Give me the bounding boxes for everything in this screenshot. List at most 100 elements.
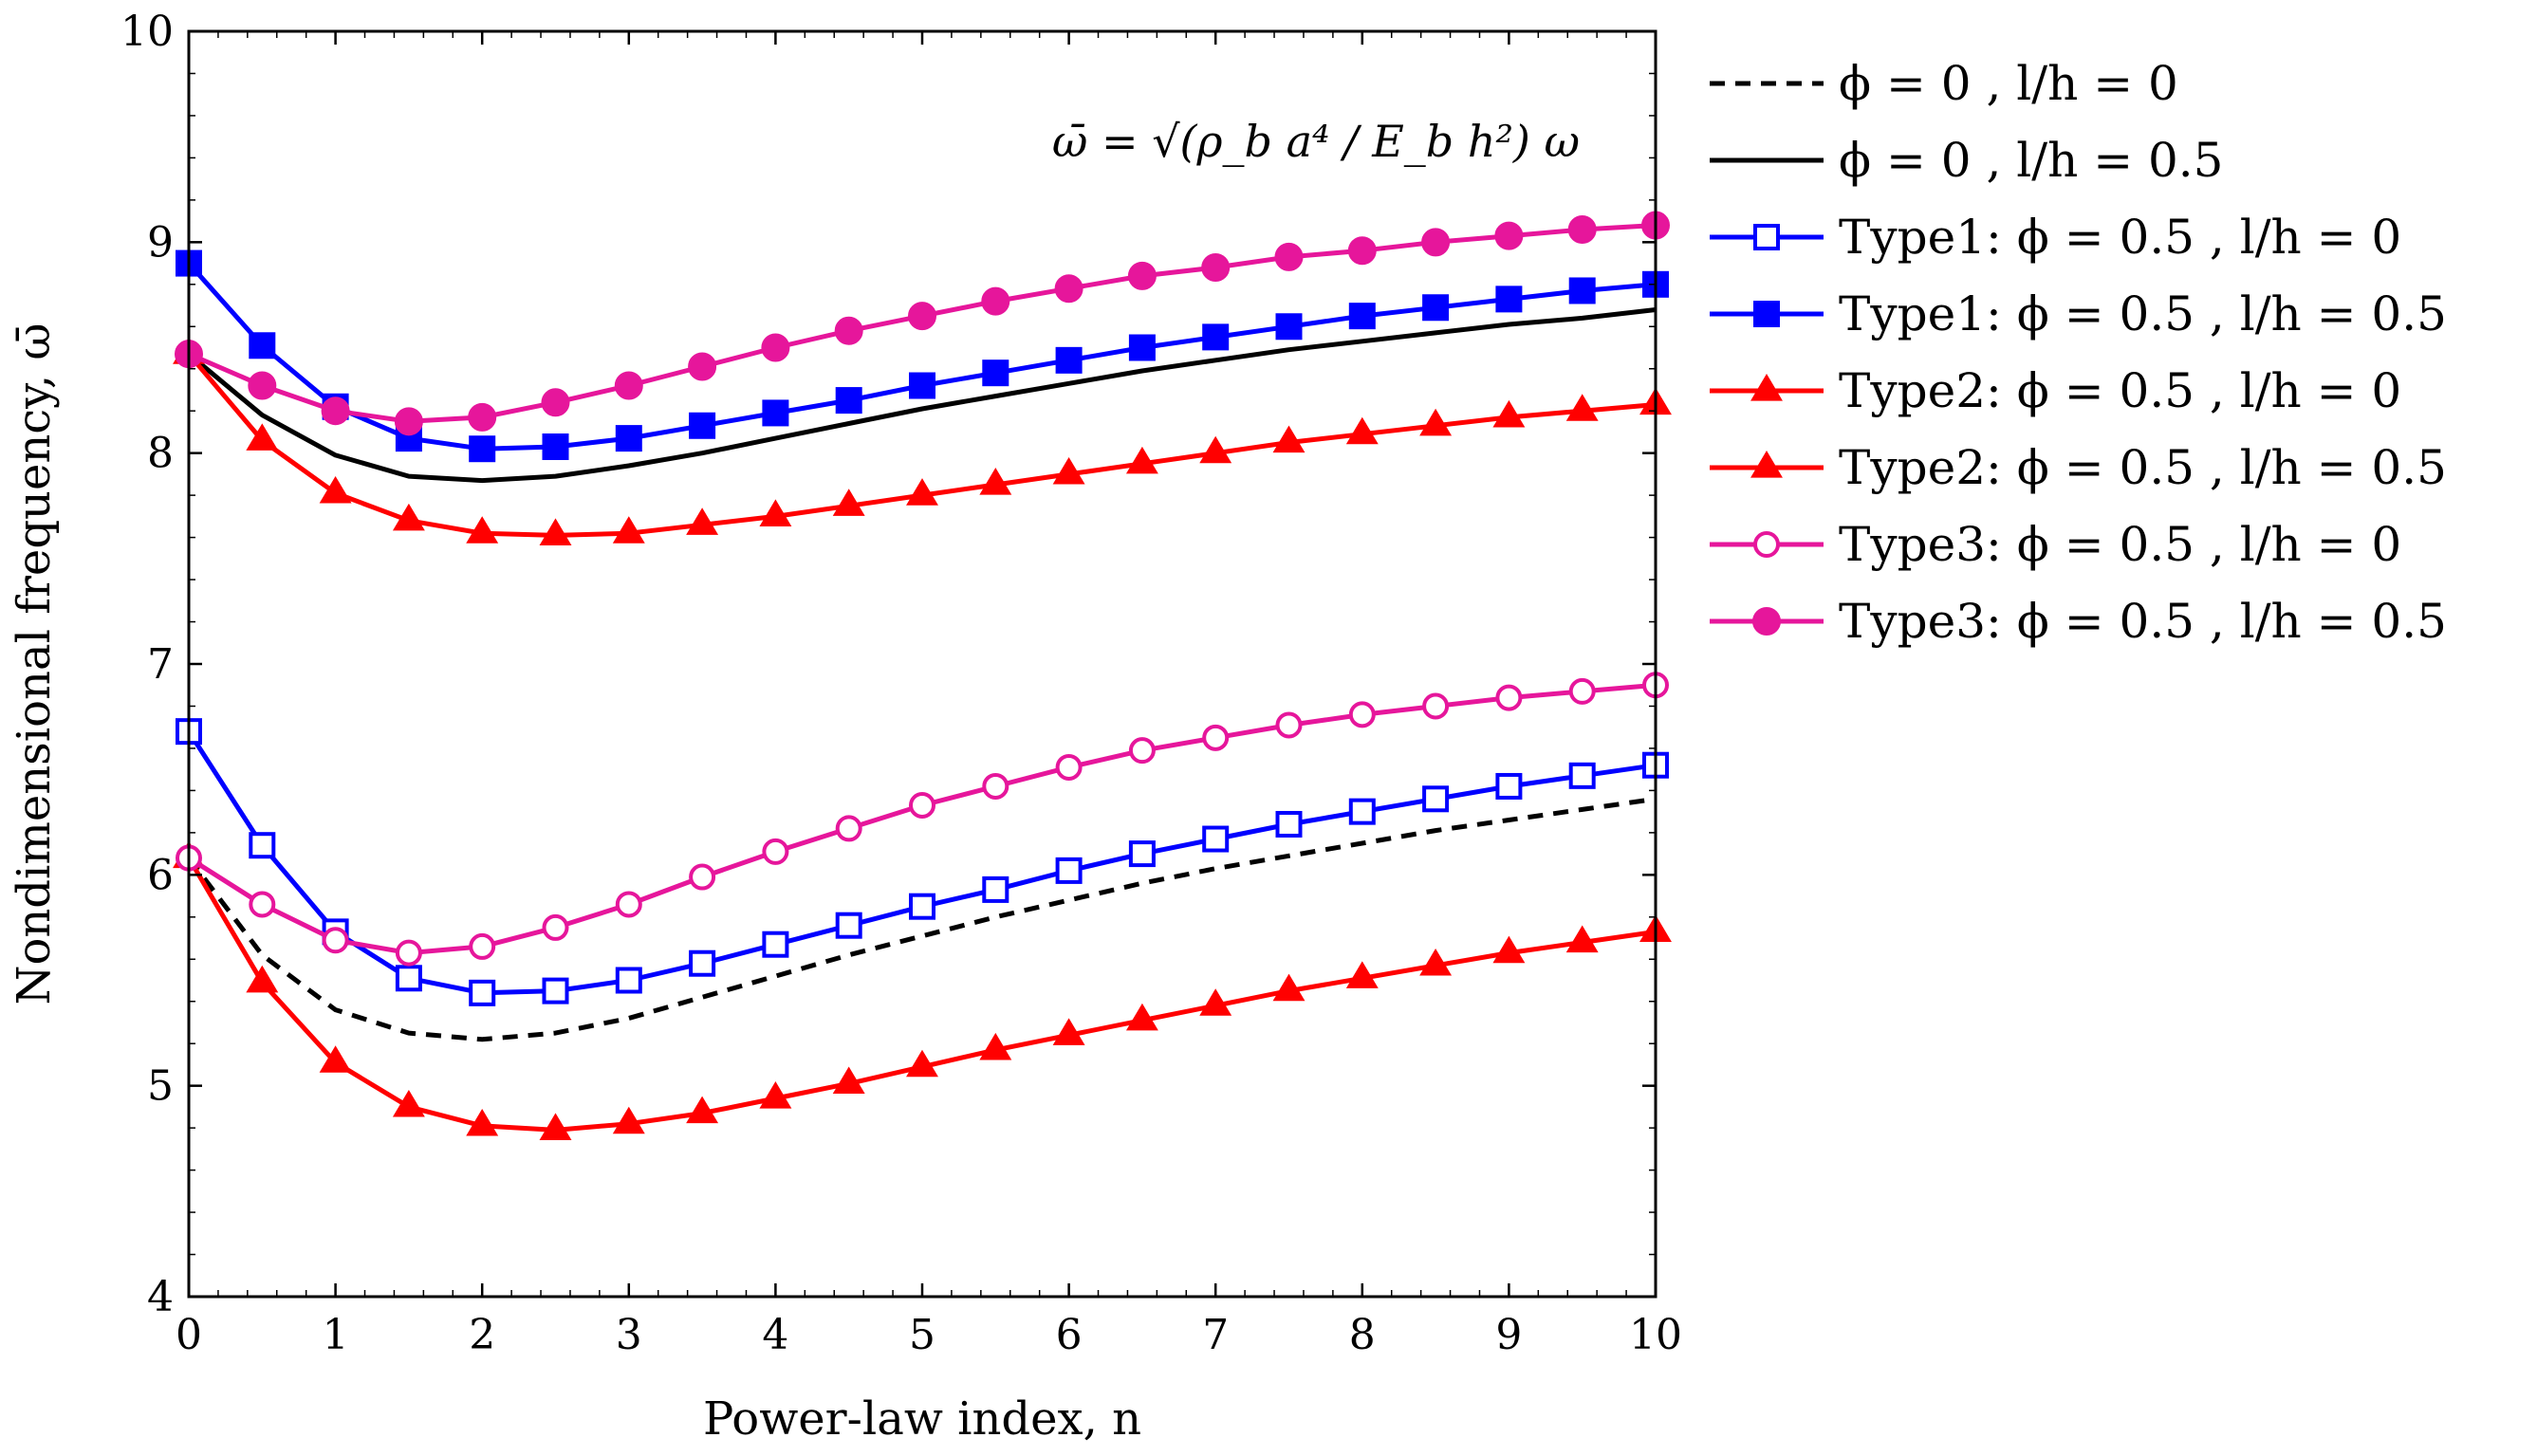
- legend-entry: Type2: ϕ = 0.5 , l/h = 0.5: [1710, 440, 2447, 495]
- data-point: [689, 412, 716, 439]
- data-point: [686, 1096, 719, 1124]
- data-point: [1054, 274, 1083, 304]
- data-point: [908, 302, 936, 331]
- y-axis-title: Nondimensional frequency, ω̄: [8, 323, 61, 1004]
- data-point: [541, 388, 570, 417]
- legend-marker: [1752, 607, 1781, 636]
- data-point: [759, 1081, 792, 1109]
- data-point: [835, 815, 862, 842]
- data-point: [981, 286, 1010, 316]
- legend-label: Type2: ϕ = 0.5 , l/h = 0: [1839, 363, 2401, 418]
- data-point: [1419, 948, 1453, 976]
- data-point: [1492, 399, 1526, 428]
- legend-entry: ϕ = 0 , l/h = 0.5: [1710, 133, 2224, 188]
- legend-entry: Type3: ϕ = 0.5 , l/h = 0: [1710, 517, 2401, 572]
- data-point: [469, 979, 496, 1006]
- legend-marker: [1753, 224, 1780, 250]
- x-tick-label: 8: [1349, 1311, 1376, 1359]
- data-point: [246, 965, 279, 993]
- legend-label: Type2: ϕ = 0.5 , l/h = 0.5: [1839, 440, 2447, 495]
- data-point: [615, 967, 642, 994]
- legend-entry: Type1: ϕ = 0.5 , l/h = 0.5: [1710, 286, 2447, 341]
- data-point: [1055, 346, 1083, 374]
- series-8: [175, 211, 1670, 436]
- data-point: [466, 1108, 499, 1136]
- data-point: [321, 396, 350, 426]
- data-point: [1345, 961, 1379, 988]
- data-point: [979, 468, 1012, 495]
- data-point: [759, 499, 792, 526]
- legend-label: Type1: ϕ = 0.5 , l/h = 0: [1839, 210, 2401, 265]
- y-tick-label: 7: [147, 640, 174, 689]
- y-tick-label: 9: [147, 218, 174, 267]
- data-point: [319, 1045, 352, 1073]
- legend-label: Type1: ϕ = 0.5 , l/h = 0.5: [1839, 286, 2447, 341]
- y-tick-label: 8: [147, 430, 174, 478]
- data-point: [689, 949, 716, 977]
- data-point: [395, 939, 422, 967]
- data-point: [1199, 988, 1232, 1016]
- data-point: [909, 893, 935, 920]
- data-point: [1565, 925, 1599, 953]
- x-axis-title: Power-law index, n: [703, 1392, 1141, 1446]
- data-point: [1494, 221, 1524, 250]
- data-point: [1274, 242, 1304, 271]
- axes: 0 1 2 3 4 5 6 7 8 9 10 4 5 6 7 8 9 10 Power-law index, n No…: [8, 8, 1682, 1446]
- data-point: [1055, 753, 1083, 781]
- y-tick-label: 4: [147, 1273, 174, 1321]
- data-point: [1422, 785, 1450, 813]
- series-7: [176, 672, 1669, 967]
- data-point: [249, 832, 276, 859]
- series-5: [173, 840, 1672, 1140]
- data-point: [248, 371, 277, 400]
- data-point: [1422, 294, 1450, 322]
- data-point: [1347, 236, 1377, 266]
- data-point: [832, 488, 865, 516]
- x-tick-label: 9: [1495, 1311, 1522, 1359]
- data-point: [688, 352, 717, 381]
- data-point: [1275, 711, 1303, 739]
- y-tick-label: 6: [147, 851, 174, 899]
- plot-frame: [187, 29, 1657, 1299]
- data-point: [1125, 446, 1158, 474]
- data-point: [832, 1066, 865, 1095]
- data-point: [612, 1106, 645, 1134]
- data-point: [1568, 677, 1596, 705]
- series-4: [176, 249, 1669, 463]
- data-point: [392, 1089, 425, 1117]
- data-point: [539, 518, 572, 545]
- data-point: [1202, 724, 1230, 751]
- data-point: [539, 1113, 572, 1140]
- data-point: [1052, 1018, 1085, 1045]
- data-point: [322, 927, 349, 954]
- data-point: [982, 875, 1009, 903]
- data-point: [615, 425, 642, 452]
- data-point: [468, 402, 497, 432]
- x-tick-label: 5: [909, 1311, 935, 1359]
- x-tick-label: 2: [469, 1311, 495, 1359]
- x-tick-label: 6: [1056, 1311, 1083, 1359]
- legend-entry: Type1: ϕ = 0.5 , l/h = 0: [1710, 210, 2401, 265]
- data-point: [1422, 692, 1450, 720]
- data-point: [615, 891, 642, 918]
- data-point: [909, 372, 935, 399]
- series-1: [187, 796, 1657, 1042]
- data-point: [1275, 810, 1303, 838]
- data-point: [1348, 701, 1376, 728]
- data-point: [249, 332, 276, 359]
- data-point: [1568, 277, 1596, 304]
- data-point: [1272, 425, 1306, 453]
- legend-entry: ϕ = 0 , l/h = 0: [1710, 56, 2178, 111]
- data-point: [1201, 253, 1231, 283]
- data-point: [612, 516, 645, 544]
- data-point: [1567, 214, 1597, 244]
- series-group: [173, 211, 1672, 1140]
- data-point: [1345, 416, 1379, 445]
- legend-marker: [1750, 374, 1783, 401]
- data-point: [319, 475, 352, 504]
- x-tick-label: 3: [616, 1311, 642, 1359]
- data-point: [1055, 857, 1083, 884]
- data-point: [686, 507, 719, 535]
- formula-annotation: ω̄ = √(ρ_b a⁴ / E_b h²) ω: [1052, 116, 1580, 167]
